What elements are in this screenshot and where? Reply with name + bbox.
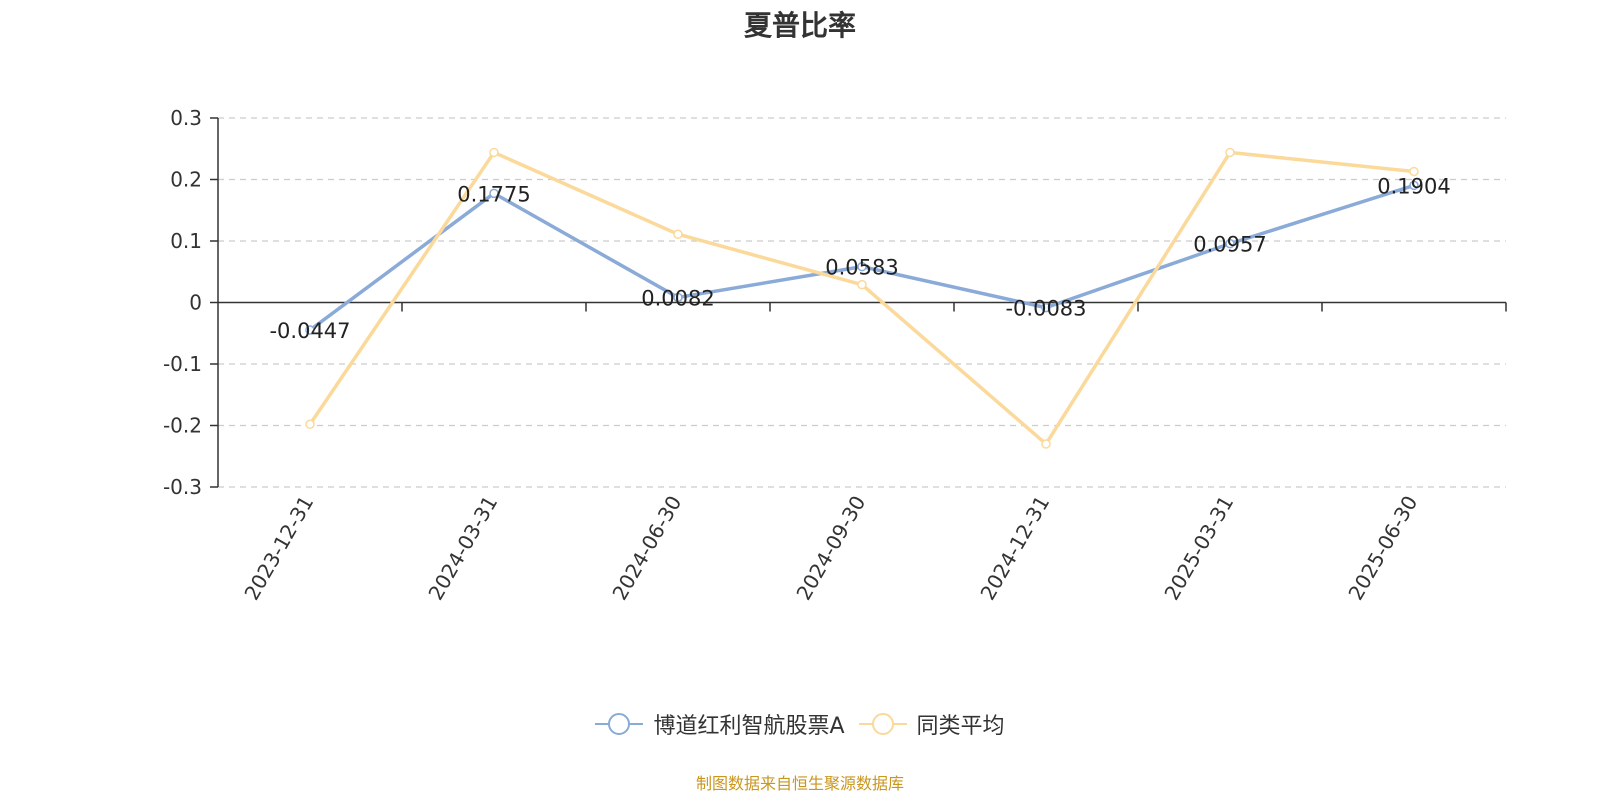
legend-marker-series-b-icon xyxy=(858,713,907,735)
x-tick-label: 2024-12-31 xyxy=(975,492,1054,605)
legend-item-series-b[interactable]: 同类平均 xyxy=(858,708,1005,740)
series-a-point xyxy=(489,188,499,199)
y-tick-label: -0.3 xyxy=(163,475,202,499)
y-tick-label: -0.2 xyxy=(163,414,202,438)
series-b-point xyxy=(305,419,315,430)
series-b-point xyxy=(489,147,499,158)
data-label: -0.0083 xyxy=(1005,297,1086,321)
series-a-point xyxy=(1041,302,1051,313)
x-tick-label: 2023-12-31 xyxy=(239,492,318,605)
series-b-point xyxy=(1225,147,1235,158)
y-tick-label: 0 xyxy=(189,291,202,315)
series-layer xyxy=(305,147,1419,449)
y-tick-label: 0.2 xyxy=(170,168,202,192)
legend-label-series-a: 博道红利智航股票A xyxy=(653,714,845,739)
data-label: 0.0957 xyxy=(1193,233,1266,257)
y-tick-label: 0.3 xyxy=(170,106,202,130)
legend-item-series-a[interactable]: 博道红利智航股票A xyxy=(595,708,845,740)
legend-marker-series-a-icon xyxy=(595,713,644,735)
x-tick-label: 2025-06-30 xyxy=(1343,492,1422,605)
data-label: -0.0447 xyxy=(269,319,350,343)
series-a-point xyxy=(1225,238,1235,249)
series-b-point xyxy=(673,229,683,239)
series-a-point xyxy=(857,261,867,272)
data-label: 0.1904 xyxy=(1377,174,1450,198)
series-b-point xyxy=(857,279,867,290)
source-note: 制图数据来自恒生聚源数据库 xyxy=(695,774,904,793)
y-tick-label: -0.1 xyxy=(163,352,202,376)
x-tick-label: 2024-06-30 xyxy=(607,492,686,605)
axis-layer: 0.3 0.2 0.1 0 -0.1 -0.2 -0.3 2023-12-31 2024-03-… xyxy=(163,106,1507,605)
series-a-point xyxy=(305,325,315,335)
legend-label-series-b: 同类平均 xyxy=(916,714,1005,739)
x-tick-label: 2024-03-31 xyxy=(423,492,502,605)
label-layer: -0.0447 0.1775 0.0082 0.0583 -0.0083 0.0957 0.… xyxy=(269,174,1450,343)
legend: 博道红利智航股票A 同类平均 xyxy=(0,708,1600,740)
series-b-point xyxy=(1409,166,1419,177)
series-a-point xyxy=(673,292,683,303)
x-tick-label: 2025-03-31 xyxy=(1159,492,1238,605)
data-label: 0.0082 xyxy=(641,286,714,310)
y-tick-label: 0.1 xyxy=(170,229,202,253)
data-label: 0.0583 xyxy=(825,256,898,280)
data-label: 0.1775 xyxy=(457,182,530,206)
x-tick-label: 2024-09-30 xyxy=(791,492,870,605)
series-b-point xyxy=(1041,439,1051,449)
series-a-point xyxy=(1409,180,1419,191)
chart-title: 夏普比率 xyxy=(743,9,856,42)
